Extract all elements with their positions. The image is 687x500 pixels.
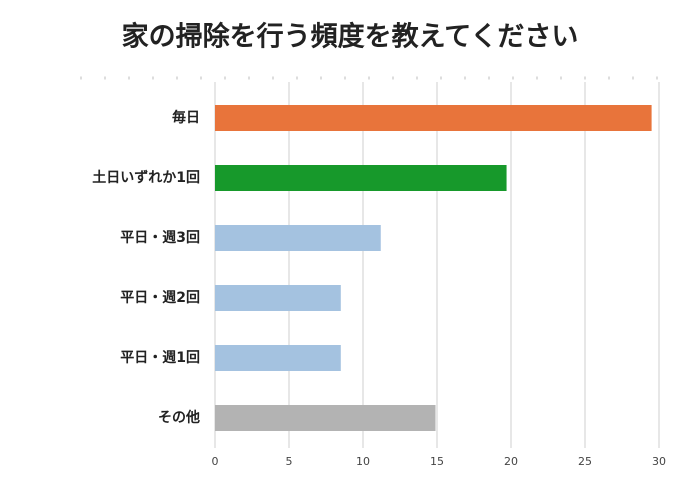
y-tick-label: 土日いずれか1回 [92, 169, 200, 186]
y-tick-label: 平日・週2回 [120, 290, 200, 306]
x-tick-label: 25 [578, 455, 592, 468]
x-tick-label: 5 [286, 455, 293, 468]
bar [215, 285, 341, 311]
y-tick-label: 毎日 [172, 109, 200, 126]
y-tick-label: その他 [158, 409, 200, 426]
x-tick-label: 20 [504, 455, 518, 468]
x-tick-label: 30 [652, 455, 666, 468]
bar [215, 225, 381, 251]
y-tick-label: 平日・週1回 [120, 350, 200, 366]
x-tick-label: 15 [430, 455, 444, 468]
x-tick-label: 0 [212, 455, 219, 468]
bar [215, 105, 652, 131]
y-tick-label: 平日・週3回 [120, 230, 200, 246]
x-tick-label: 10 [356, 455, 370, 468]
bar [215, 405, 436, 431]
chart-title: 家の掃除を行う頻度を教えてください [122, 21, 579, 53]
bar [215, 345, 341, 371]
bar [215, 165, 507, 191]
